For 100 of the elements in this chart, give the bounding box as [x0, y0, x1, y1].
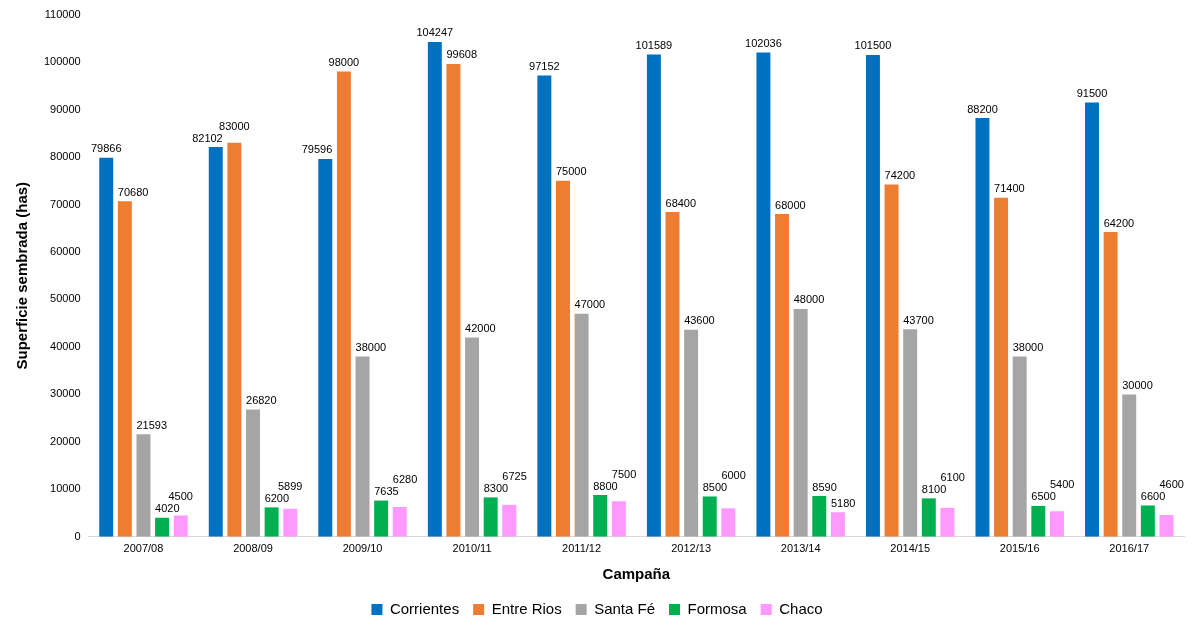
bar	[537, 75, 552, 537]
data-label: 75000	[555, 165, 587, 178]
x-tick-label: 2014/15	[890, 542, 931, 555]
legend-label: Chaco	[779, 599, 823, 617]
x-tick-label: 2008/09	[233, 542, 273, 555]
x-tick-label: 2010/11	[452, 542, 492, 555]
data-label: 4020	[155, 502, 180, 515]
data-label: 88200	[967, 102, 998, 115]
y-tick-label: 110000	[44, 7, 81, 20]
data-label: 48000	[793, 293, 825, 306]
data-label: 21593	[136, 418, 168, 431]
data-label: 98000	[328, 56, 360, 69]
bar	[136, 434, 151, 537]
bar	[1159, 514, 1174, 537]
bar	[593, 495, 608, 537]
data-label: 6100	[940, 470, 965, 483]
data-label: 5899	[278, 479, 303, 492]
data-label: 5400	[1049, 478, 1075, 491]
bar	[446, 63, 461, 537]
bar	[208, 147, 223, 537]
legend-label: Santa Fé	[594, 599, 656, 617]
data-label: 26820	[246, 394, 277, 407]
data-label: 71400	[994, 182, 1025, 195]
bar	[812, 496, 827, 537]
bar	[483, 497, 498, 537]
bar	[646, 54, 661, 537]
x-tick-label: 2015/16	[999, 542, 1040, 555]
bar	[1122, 394, 1137, 537]
x-tick-label: 2011/12	[562, 542, 602, 555]
bar	[684, 329, 699, 537]
bar	[555, 180, 570, 537]
data-label: 91500	[1076, 86, 1108, 99]
data-label: 43700	[903, 313, 934, 326]
data-label: 6280	[392, 473, 418, 486]
x-tick-label: 2007/08	[123, 542, 164, 555]
bar	[793, 308, 808, 537]
bar	[921, 498, 936, 537]
data-label: 8100	[921, 482, 947, 495]
data-label: 99608	[446, 48, 478, 61]
data-label: 79596	[301, 143, 333, 156]
bar	[246, 409, 260, 537]
bar	[1103, 232, 1118, 537]
legend-label: Entre Rios	[491, 599, 562, 617]
bar	[975, 118, 990, 537]
data-label: 38000	[355, 340, 387, 353]
data-label: 6600	[1140, 490, 1166, 502]
data-label: 8800	[593, 479, 618, 492]
y-tick-label: 70000	[50, 197, 81, 210]
data-label: 102036	[745, 36, 782, 49]
bar	[884, 184, 899, 537]
data-label: 43600	[684, 314, 715, 327]
x-tick-label: 2016/17	[1109, 542, 1150, 555]
data-label: 5180	[830, 496, 856, 509]
data-label: 8300	[483, 481, 509, 494]
y-tick-label: 30000	[50, 387, 81, 400]
bar	[318, 158, 333, 537]
y-tick-label: 90000	[50, 102, 81, 115]
bar	[611, 501, 626, 537]
bar	[99, 157, 114, 537]
bar	[721, 508, 736, 537]
bar	[940, 507, 955, 537]
y-tick-label: 100000	[43, 55, 81, 68]
data-label: 7500	[611, 467, 637, 480]
data-label: 83000	[219, 119, 250, 132]
data-label: 68400	[665, 196, 697, 209]
data-label: 104247	[416, 26, 454, 39]
data-label: 8590	[812, 480, 837, 493]
bar	[502, 504, 517, 537]
y-tick-label: 80000	[50, 150, 81, 163]
data-label: 97152	[529, 60, 560, 73]
bar	[1140, 505, 1155, 537]
bar	[173, 515, 188, 537]
bar	[775, 213, 790, 537]
data-label: 6725	[502, 469, 527, 482]
bar	[227, 142, 242, 537]
data-label: 47000	[574, 298, 606, 311]
y-tick-label: 50000	[50, 292, 81, 305]
bar	[1031, 505, 1046, 537]
bar	[756, 52, 771, 537]
y-tick-label: 20000	[50, 434, 81, 447]
bar	[336, 71, 351, 537]
data-label: 4600	[1159, 478, 1184, 490]
bar	[994, 197, 1009, 537]
data-label: 8500	[702, 480, 728, 493]
x-tick-label: 2012/13	[671, 542, 711, 555]
bar	[1085, 102, 1099, 537]
data-label: 74200	[884, 169, 916, 182]
data-label: 6500	[1031, 490, 1056, 503]
bar	[155, 517, 170, 537]
bar	[264, 507, 279, 537]
data-label: 101589	[635, 39, 673, 52]
y-tick-label: 0	[74, 529, 81, 542]
bar	[283, 508, 298, 537]
bar	[374, 500, 389, 537]
bar	[355, 356, 370, 537]
legend-label: Formosa	[687, 599, 748, 617]
data-label: 101500	[854, 39, 892, 52]
y-tick-label: 60000	[50, 244, 81, 257]
bar	[465, 337, 480, 537]
data-label: 6000	[721, 468, 746, 481]
